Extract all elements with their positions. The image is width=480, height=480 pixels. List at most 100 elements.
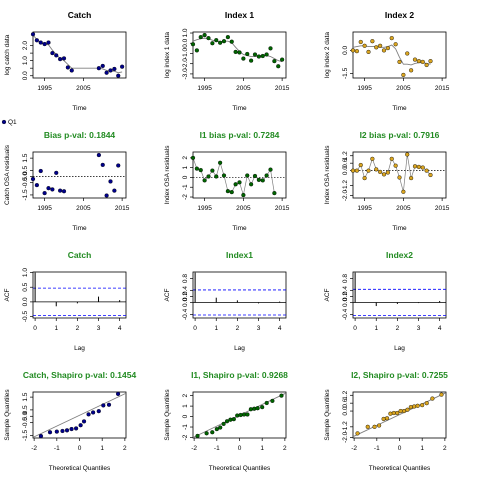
index2-qq-point — [424, 401, 429, 406]
index1-acf-ylabel: ACF — [164, 288, 171, 301]
index2-fit-point — [381, 48, 387, 53]
index2-resid-ytick-label: 0.6 — [342, 158, 349, 167]
index2-resid-xtick-label: 2015 — [435, 205, 450, 212]
index1-fit-point — [260, 53, 265, 59]
index2-acf-xlabel: Lag — [394, 345, 405, 352]
catch-acf-ytick-label: -0.5 — [22, 311, 29, 323]
index1-fit-point — [276, 64, 281, 69]
index1-resid-ytick-label: -1 — [182, 184, 189, 190]
index1-qq-xtick-label: 1 — [260, 445, 264, 452]
catch-resid-xlabel: Time — [72, 225, 87, 232]
index1-fit-point — [249, 58, 254, 63]
index1-resid-point — [194, 166, 199, 171]
catch-resid-xtick-label: 2005 — [76, 205, 91, 212]
index1-qq-point — [238, 412, 243, 418]
index1-fit-xtick-label: 2005 — [236, 85, 251, 92]
index1-resid-point — [202, 178, 207, 183]
index2-resid-point — [412, 164, 418, 169]
index2-fit-point — [397, 59, 402, 64]
index2-resid-title: I2 bias p-val: 0.7916 — [360, 130, 440, 140]
index1-qq-point — [231, 417, 236, 422]
index1-fit-point — [256, 54, 261, 59]
index1-resid-point — [218, 160, 223, 165]
catch-qq-ytick-label: 1.5 — [22, 392, 29, 401]
index2-fit-plot-frame — [352, 31, 447, 79]
catch-qq-ytick-label: 0.0 — [22, 411, 29, 420]
index1-acf-ytick-label: 0.0 — [182, 298, 189, 307]
index2-acf-xtick-label: 0 — [353, 325, 357, 332]
index1-resid-point — [272, 191, 277, 196]
index2-resid-point — [401, 189, 406, 194]
index2-fit-point — [358, 39, 363, 45]
index1-qq-point — [224, 419, 230, 424]
catch-fit-legend-label: Q1 — [8, 119, 17, 126]
index1-fit-title: Index 1 — [225, 10, 255, 20]
index1-acf-ytick-label: -0.4 — [182, 308, 189, 320]
index2-fit-point — [416, 59, 421, 64]
index1-qq-ytick-label: 0 — [182, 414, 189, 418]
index1-resid-ylabel: Index OSA residuals — [164, 145, 171, 205]
index2-acf-ytick-label: -0.4 — [342, 308, 349, 320]
index1-acf-xtick-label: 0 — [193, 325, 197, 332]
index2-resid-point — [409, 176, 414, 181]
catch-fit-point — [116, 73, 121, 78]
index2-qq-point — [420, 403, 425, 408]
index1-resid-ytick-label: -2 — [182, 194, 189, 200]
index1-fit-ytick-label: 1.0 — [182, 28, 189, 37]
index2-fit-point — [409, 68, 414, 73]
index1-acf-xtick-label: 3 — [257, 325, 261, 332]
index2-qq-xlabel: Theoretical Quantiles — [369, 465, 431, 472]
index2-fit-point — [350, 48, 356, 53]
catch-fit-title: Catch — [68, 10, 92, 20]
index1-qq-point — [264, 400, 269, 406]
index2-resid-point — [358, 162, 363, 168]
index2-resid-xlabel: Time — [392, 225, 407, 232]
catch-resid-xtick-label: 1995 — [37, 205, 52, 212]
index1-fit-ytick-label: -1.0 — [182, 47, 189, 59]
index1-fit-ytick-label: -3.0 — [182, 68, 189, 80]
catch-fit-point — [38, 40, 43, 45]
index2-resid-point — [350, 168, 356, 173]
index1-resid-point — [233, 182, 238, 187]
index1-qq-point — [195, 433, 200, 439]
catch-fit-point — [61, 56, 67, 61]
index1-qq-point — [204, 431, 209, 436]
index2-fit-point — [405, 51, 410, 56]
index1-acf-xlabel: Lag — [234, 345, 245, 352]
catch-resid-point — [100, 162, 105, 167]
index1-qq-point — [279, 393, 284, 398]
index2-qq-ytick-label: -1.2 — [342, 421, 349, 433]
index1-resid-point — [264, 173, 269, 178]
catch-resid-point — [116, 163, 121, 168]
index2-qq-title: I2, Shapiro p-val: 0.7255 — [351, 370, 448, 380]
catch-qq-ylabel: Sample Quantiles — [4, 389, 11, 441]
catch-fit-point — [65, 65, 70, 70]
catch-qq-xtick-label: -1 — [54, 445, 60, 452]
catch-resid-xtick-label: 2015 — [115, 205, 130, 212]
catch-qq-ytick-label: -1.5 — [22, 429, 29, 441]
index2-qq-xtick-label: 1 — [420, 445, 424, 452]
catch-resid-point — [104, 193, 109, 198]
index2-qq-xtick-label: 2 — [443, 445, 447, 452]
index2-resid-point — [362, 176, 367, 181]
index1-qq-ylabel: Sample Quantiles — [164, 389, 171, 441]
index2-fit-point — [385, 45, 390, 51]
index2-fit-ylabel: log index 2 data — [324, 32, 331, 78]
index2-qq-point — [415, 403, 420, 408]
index1-qq-xtick-label: -2 — [191, 445, 197, 452]
catch-resid-panel: Bias p-val: 0.1844 Time Catch OSA residual… — [4, 130, 130, 232]
index1-qq-xlabel: Theoretical Quantiles — [209, 465, 271, 472]
index2-qq-xtick-label: 0 — [398, 445, 402, 452]
index2-acf-ytick-label: 0.8 — [342, 274, 349, 283]
index1-resid-point — [268, 167, 273, 172]
index1-resid-ytick-label: 1 — [182, 165, 189, 169]
catch-resid-ytick-label: -1.5 — [22, 189, 29, 201]
index2-acf-plot-frame — [352, 271, 447, 319]
catch-fit-xtick-label: 2005 — [76, 85, 91, 92]
catch-qq-point — [115, 391, 121, 397]
index2-fit-point — [424, 62, 429, 68]
index2-fit-point — [374, 45, 379, 50]
index1-acf-ytick-label: 0.2 — [182, 292, 189, 301]
index2-resid-point — [381, 172, 387, 177]
